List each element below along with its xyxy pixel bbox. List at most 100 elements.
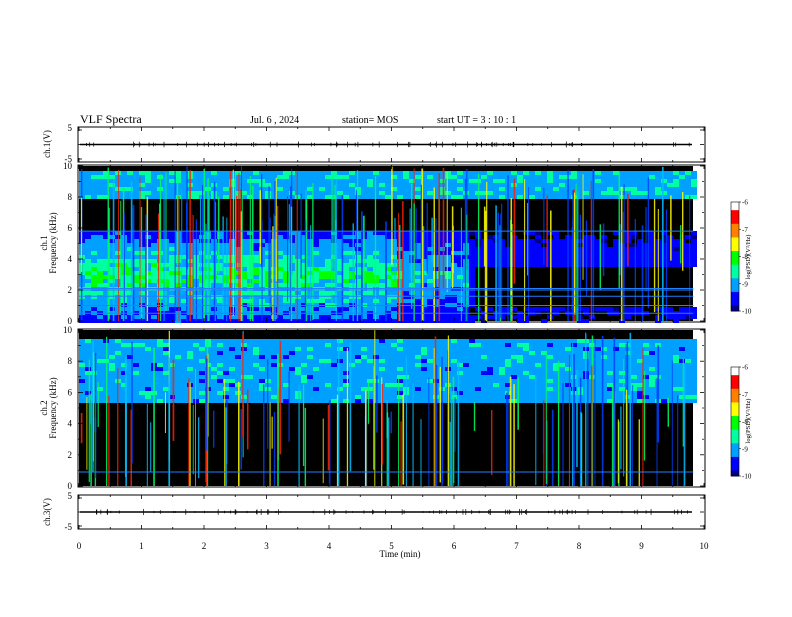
spectrogram-cell xyxy=(217,315,223,319)
spectrogram-cell xyxy=(79,391,85,395)
spectrogram-cell xyxy=(469,183,475,187)
spectrogram-cell xyxy=(307,275,313,279)
spectrogram-cell xyxy=(139,367,145,371)
spectrogram-cell xyxy=(547,255,553,259)
spectrogram-cell xyxy=(673,367,679,371)
spectrogram-cell xyxy=(421,355,427,359)
spectrogram-cell xyxy=(193,375,199,379)
spectrogram-cell xyxy=(343,175,349,179)
spectrogram-cell xyxy=(217,175,223,179)
spectrogram-cell xyxy=(409,371,415,375)
spectrogram-cell xyxy=(175,399,181,403)
spectrogram-cell xyxy=(379,307,385,311)
spectrogram-cell xyxy=(481,179,487,183)
spectrogram-cell xyxy=(361,171,367,175)
spectrogram-cell xyxy=(523,319,529,323)
spectrogram-cell xyxy=(511,367,517,371)
spectrogram-cell xyxy=(277,179,283,183)
spectrogram-cell xyxy=(385,183,391,187)
spectrogram-cell xyxy=(679,187,685,191)
spectrogram-cell xyxy=(631,399,637,403)
spectrogram-cell xyxy=(649,187,655,191)
spectrogram-cell xyxy=(241,395,247,399)
spectrogram-cell xyxy=(463,371,469,375)
spectrogram-cell xyxy=(199,387,205,391)
spectrogram-cell xyxy=(439,351,445,355)
spectrogram-cell xyxy=(667,235,673,239)
spectrogram-cell xyxy=(145,347,151,351)
spectrogram-cell xyxy=(253,191,259,195)
spectrogram-cell xyxy=(661,179,667,183)
spectrogram-cell xyxy=(145,339,151,343)
spectrogram-cell xyxy=(343,187,349,191)
spectrogram-cell xyxy=(325,379,331,383)
spectrogram-cell xyxy=(223,295,229,299)
spectrogram-cell xyxy=(595,391,601,395)
spectrogram-cell xyxy=(145,395,151,399)
freq-tick-label: 2 xyxy=(68,285,73,295)
spectrogram-cell xyxy=(283,399,289,403)
spectrogram-cell xyxy=(313,195,319,199)
spectrogram-cell xyxy=(85,299,91,303)
spectrogram-cell xyxy=(97,267,103,271)
spectrogram-cell xyxy=(631,343,637,347)
spectrogram-cell xyxy=(253,343,259,347)
spectrogram-cell xyxy=(415,339,421,343)
spectrogram-cell xyxy=(607,175,613,179)
spectrogram-cell xyxy=(343,263,349,267)
spectrogram-cell xyxy=(661,387,667,391)
spectrogram-cell xyxy=(217,391,223,395)
spectrogram-cell xyxy=(355,339,361,343)
spectrogram-cell xyxy=(679,347,685,351)
spectrogram-cell xyxy=(349,195,355,199)
spectrogram-cell xyxy=(199,391,205,395)
spectrogram-cell xyxy=(673,347,679,351)
spectrogram-cell xyxy=(151,179,157,183)
spectrogram-cell xyxy=(181,343,187,347)
spectrogram-cell xyxy=(667,355,673,359)
spectrogram-cell xyxy=(343,295,349,299)
spectrogram-cell xyxy=(193,191,199,195)
spectrogram-cell xyxy=(319,391,325,395)
spectrogram-cell xyxy=(115,363,121,367)
spectrogram-cell xyxy=(457,319,463,323)
spectrogram-cell xyxy=(265,339,271,343)
spectrogram-cell xyxy=(673,351,679,355)
freq-tick-label: 6 xyxy=(68,223,73,233)
spectrogram-cell xyxy=(403,267,409,271)
spectrogram-cell xyxy=(487,351,493,355)
spectrogram-cell xyxy=(79,343,85,347)
spectrogram-cell xyxy=(679,315,685,319)
spectrogram-cell xyxy=(163,347,169,351)
spectrogram-cell xyxy=(85,183,91,187)
spectrogram-cell xyxy=(685,355,691,359)
spectrogram-cell xyxy=(367,319,373,323)
spectrogram-cell xyxy=(115,283,121,287)
spectrogram-cell xyxy=(319,295,325,299)
spectrogram-cell xyxy=(397,171,403,175)
spectrogram-cell xyxy=(391,271,397,275)
spectrogram-cell xyxy=(613,307,619,311)
spectrogram-cell xyxy=(493,395,499,399)
spectrogram-cell xyxy=(457,243,463,247)
spectrogram-cell xyxy=(355,359,361,363)
spectrogram-cell xyxy=(529,179,535,183)
spectrogram-cell xyxy=(661,367,667,371)
spectrogram-cell xyxy=(277,183,283,187)
spectrogram-cell xyxy=(217,295,223,299)
spectrogram-cell xyxy=(115,315,121,319)
spectrogram-cell xyxy=(667,339,673,343)
spectrogram-cell xyxy=(499,371,505,375)
spectrogram-cell xyxy=(355,343,361,347)
spectrogram-cell xyxy=(667,343,673,347)
spectrogram-cell xyxy=(493,347,499,351)
spectrogram-cell xyxy=(199,371,205,375)
spectrogram-cell xyxy=(223,271,229,275)
spectrogram-cell xyxy=(445,247,451,251)
spectrogram-cell xyxy=(193,359,199,363)
spectrogram-cell xyxy=(601,191,607,195)
spectrogram-cell xyxy=(217,355,223,359)
spectrogram-cell xyxy=(427,351,433,355)
spectrogram-cell xyxy=(121,347,127,351)
spectrogram-cell xyxy=(211,375,217,379)
